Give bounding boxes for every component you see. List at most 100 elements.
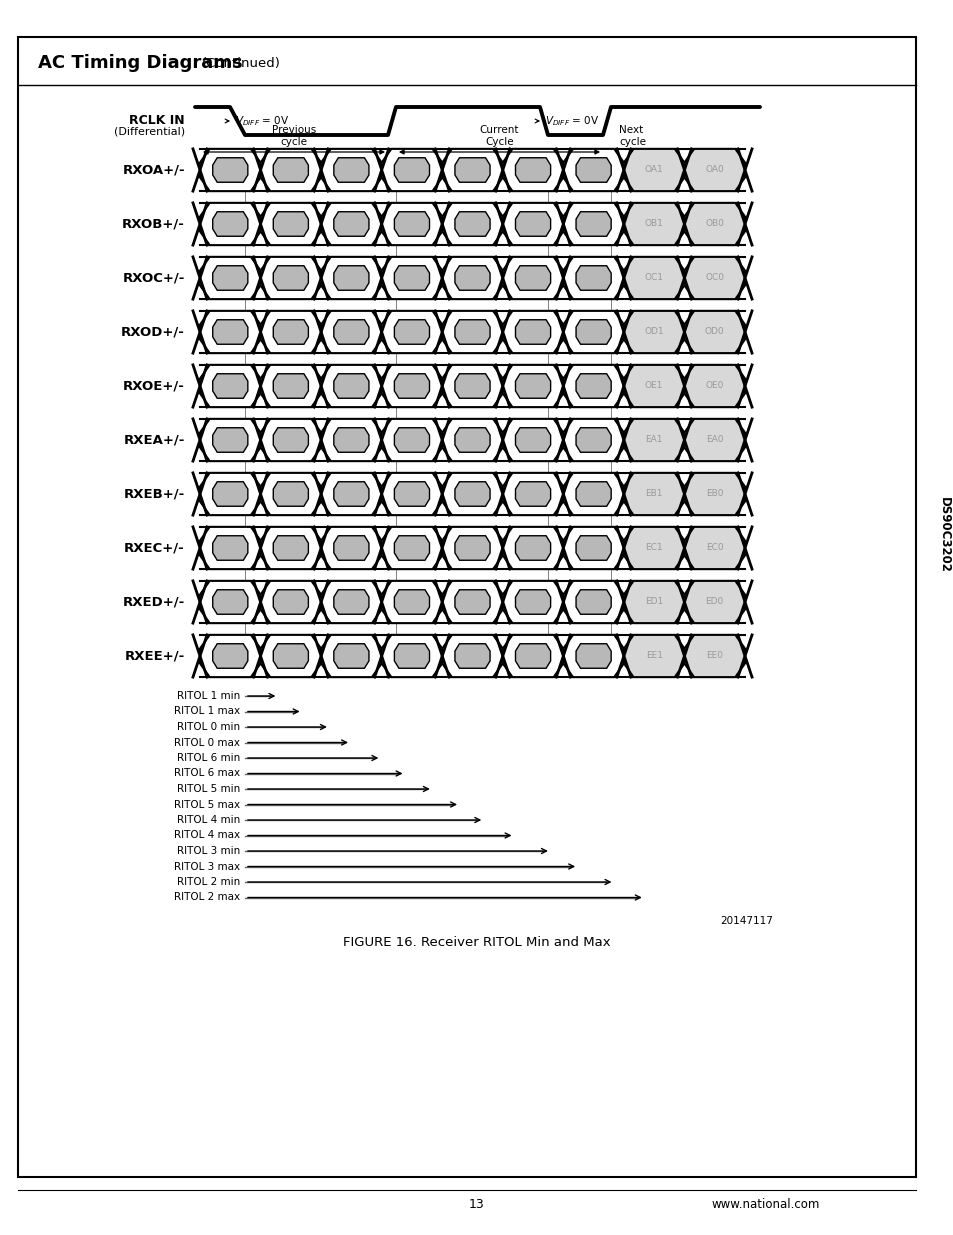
Text: RITOL 1 min: RITOL 1 min bbox=[176, 692, 240, 701]
Polygon shape bbox=[260, 311, 321, 353]
Polygon shape bbox=[576, 320, 611, 345]
Polygon shape bbox=[515, 590, 550, 614]
Polygon shape bbox=[442, 203, 502, 245]
Polygon shape bbox=[562, 364, 623, 408]
Text: RITOL 2 max: RITOL 2 max bbox=[173, 893, 240, 903]
Polygon shape bbox=[381, 473, 442, 515]
Polygon shape bbox=[683, 527, 744, 569]
Polygon shape bbox=[515, 536, 550, 561]
Polygon shape bbox=[683, 203, 744, 245]
Polygon shape bbox=[260, 257, 321, 299]
Polygon shape bbox=[502, 203, 562, 245]
Polygon shape bbox=[381, 311, 442, 353]
Polygon shape bbox=[394, 482, 429, 506]
Polygon shape bbox=[683, 149, 744, 191]
Polygon shape bbox=[455, 482, 490, 506]
Text: 13: 13 bbox=[469, 1198, 484, 1212]
Polygon shape bbox=[576, 211, 611, 236]
Polygon shape bbox=[502, 311, 562, 353]
Polygon shape bbox=[576, 427, 611, 452]
Polygon shape bbox=[334, 266, 369, 290]
Text: RXEB+/-: RXEB+/- bbox=[124, 488, 185, 500]
Polygon shape bbox=[213, 158, 248, 183]
Text: OC1: OC1 bbox=[644, 273, 663, 283]
Text: ED0: ED0 bbox=[705, 598, 723, 606]
Polygon shape bbox=[273, 374, 308, 398]
Polygon shape bbox=[381, 580, 442, 624]
Text: RITOL 5 max: RITOL 5 max bbox=[173, 799, 240, 809]
Polygon shape bbox=[260, 635, 321, 677]
Polygon shape bbox=[455, 374, 490, 398]
Polygon shape bbox=[576, 590, 611, 614]
Text: RXEE+/-: RXEE+/- bbox=[125, 650, 185, 662]
Text: RXEA+/-: RXEA+/- bbox=[124, 433, 185, 447]
Text: OE0: OE0 bbox=[705, 382, 723, 390]
Polygon shape bbox=[683, 364, 744, 408]
Polygon shape bbox=[260, 580, 321, 624]
Polygon shape bbox=[334, 374, 369, 398]
Text: Next
cycle: Next cycle bbox=[618, 126, 645, 147]
Polygon shape bbox=[576, 158, 611, 183]
Polygon shape bbox=[213, 643, 248, 668]
Polygon shape bbox=[442, 364, 502, 408]
Text: RXOE+/-: RXOE+/- bbox=[123, 379, 185, 393]
Text: EE1: EE1 bbox=[645, 652, 662, 661]
Polygon shape bbox=[623, 257, 683, 299]
Text: EC0: EC0 bbox=[705, 543, 722, 552]
Polygon shape bbox=[683, 635, 744, 677]
Polygon shape bbox=[623, 419, 683, 461]
Polygon shape bbox=[515, 427, 550, 452]
Text: OA0: OA0 bbox=[704, 165, 723, 174]
Text: Previous
cycle: Previous cycle bbox=[272, 126, 315, 147]
Polygon shape bbox=[562, 527, 623, 569]
Polygon shape bbox=[321, 203, 381, 245]
Polygon shape bbox=[381, 257, 442, 299]
Polygon shape bbox=[273, 590, 308, 614]
Polygon shape bbox=[442, 311, 502, 353]
Text: (Continued): (Continued) bbox=[202, 57, 280, 69]
Polygon shape bbox=[455, 536, 490, 561]
Text: RITOL 0 max: RITOL 0 max bbox=[173, 737, 240, 747]
Polygon shape bbox=[394, 320, 429, 345]
Polygon shape bbox=[515, 158, 550, 183]
Polygon shape bbox=[562, 257, 623, 299]
Polygon shape bbox=[502, 364, 562, 408]
Polygon shape bbox=[442, 527, 502, 569]
Polygon shape bbox=[273, 158, 308, 183]
Polygon shape bbox=[200, 473, 260, 515]
Polygon shape bbox=[502, 257, 562, 299]
Text: OE1: OE1 bbox=[644, 382, 662, 390]
Polygon shape bbox=[260, 364, 321, 408]
Text: OB1: OB1 bbox=[644, 220, 663, 228]
Polygon shape bbox=[200, 635, 260, 677]
Text: FIGURE 16. Receiver RITOL Min and Max: FIGURE 16. Receiver RITOL Min and Max bbox=[343, 936, 610, 950]
Text: EA1: EA1 bbox=[645, 436, 662, 445]
Polygon shape bbox=[200, 257, 260, 299]
Polygon shape bbox=[502, 419, 562, 461]
Polygon shape bbox=[515, 266, 550, 290]
Text: RXOD+/-: RXOD+/- bbox=[121, 326, 185, 338]
Polygon shape bbox=[381, 364, 442, 408]
Polygon shape bbox=[623, 203, 683, 245]
Polygon shape bbox=[321, 527, 381, 569]
Polygon shape bbox=[455, 427, 490, 452]
Text: OA1: OA1 bbox=[644, 165, 663, 174]
Text: OB0: OB0 bbox=[704, 220, 723, 228]
Text: EC1: EC1 bbox=[644, 543, 662, 552]
Polygon shape bbox=[381, 419, 442, 461]
Polygon shape bbox=[576, 536, 611, 561]
Polygon shape bbox=[381, 635, 442, 677]
Polygon shape bbox=[200, 311, 260, 353]
Polygon shape bbox=[442, 149, 502, 191]
Polygon shape bbox=[334, 320, 369, 345]
Polygon shape bbox=[442, 257, 502, 299]
Polygon shape bbox=[442, 635, 502, 677]
Polygon shape bbox=[515, 320, 550, 345]
Text: DS90C3202: DS90C3202 bbox=[937, 496, 949, 573]
Polygon shape bbox=[213, 211, 248, 236]
Polygon shape bbox=[502, 527, 562, 569]
Polygon shape bbox=[321, 149, 381, 191]
Polygon shape bbox=[683, 580, 744, 624]
Text: EB0: EB0 bbox=[705, 489, 722, 499]
Polygon shape bbox=[562, 419, 623, 461]
